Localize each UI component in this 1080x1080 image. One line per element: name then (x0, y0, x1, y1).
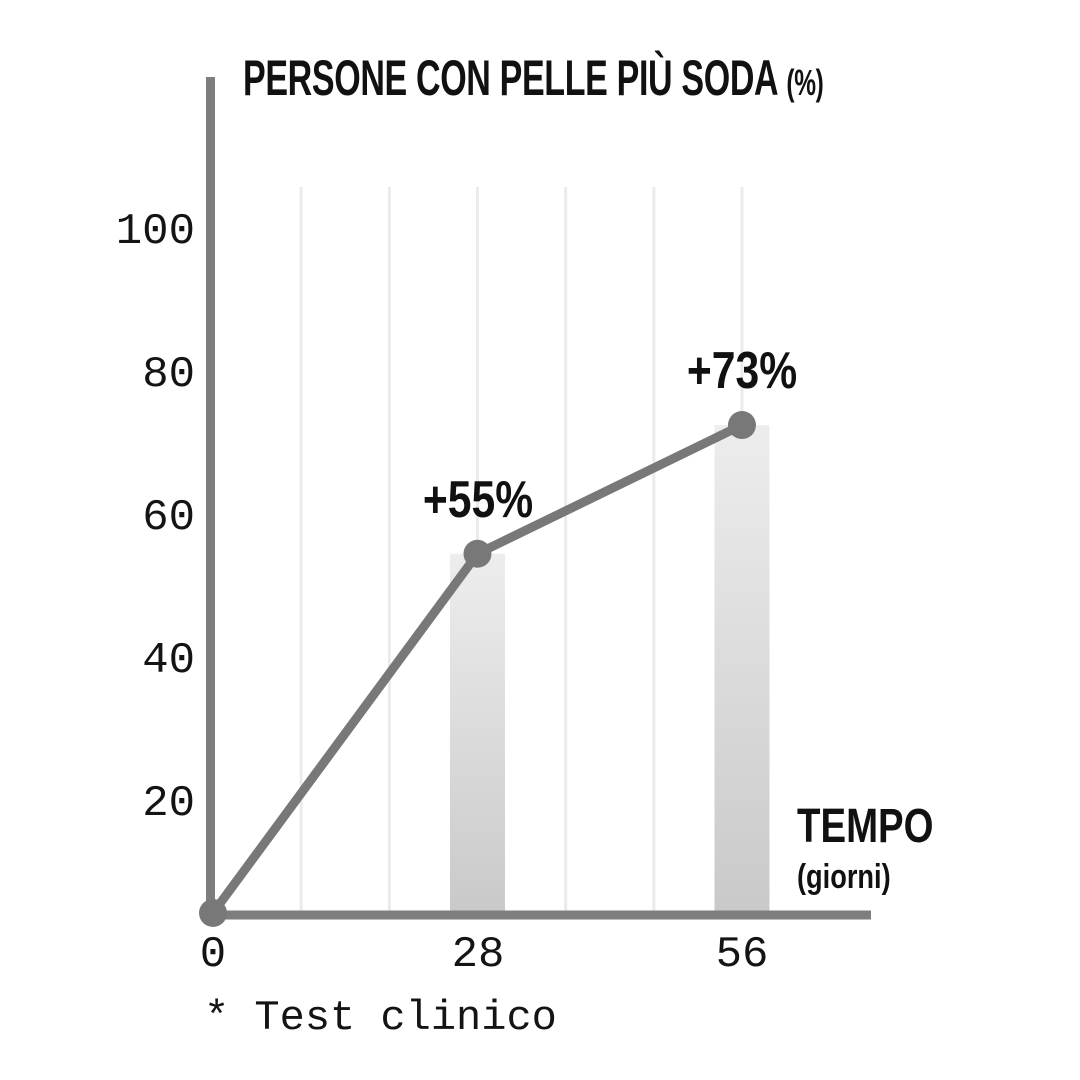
data-point-day28 (463, 539, 492, 568)
footnote: * Test clinico (204, 994, 557, 1042)
y-axis-tick-100: 100 (115, 207, 195, 257)
data-point-day0 (199, 899, 227, 927)
x-axis-title: TEMPO (giorni) (797, 800, 968, 897)
value-bar (714, 425, 770, 915)
y-axis-tick-60: 60 (142, 493, 195, 543)
chart-title-text: PERSONE CON PELLE PIÙ SODA (243, 50, 779, 106)
y-axis-tick-20: 20 (142, 779, 195, 829)
y-axis-tick-80: 80 (142, 350, 195, 400)
x-axis-title-unit: (giorni) (797, 858, 891, 896)
data-label-day28: +55% (422, 471, 534, 529)
x-axis-title-text: TEMPO (797, 800, 934, 853)
x-axis-tick-0: 0 (199, 930, 227, 980)
value-bar (449, 553, 505, 915)
data-label-day56: +73% (686, 342, 798, 400)
chart-title: PERSONE CON PELLE PIÙ SODA (%) (243, 50, 824, 110)
y-axis-tick-40: 40 (142, 636, 195, 686)
data-point-day56 (727, 411, 756, 440)
x-axis-tick-28: 28 (451, 930, 505, 980)
x-axis-tick-56: 56 (715, 930, 769, 980)
chart-title-unit-label: (%) (786, 62, 824, 103)
